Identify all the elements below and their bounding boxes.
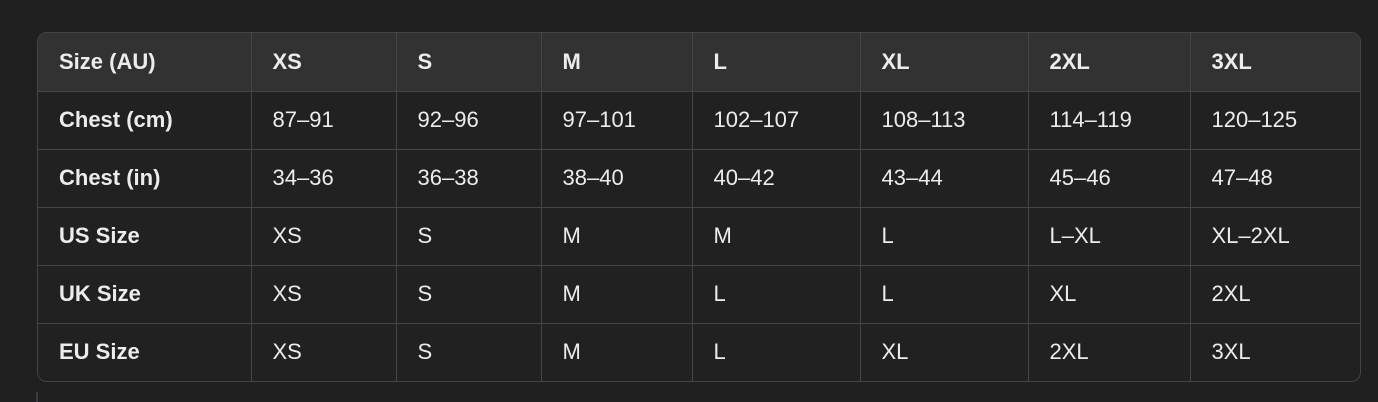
row-header: UK Size [38,265,252,324]
table-cell: XS [251,323,397,381]
column-header: L [692,33,861,92]
column-header: M [541,33,693,92]
row-header: Chest (cm) [38,91,252,150]
table-cell: L–XL [1028,207,1191,266]
row-header: US Size [38,207,252,266]
table-cell: 36–38 [396,149,542,208]
table-header-row: Size (AU) XS S M L XL 2XL 3XL [38,33,1360,92]
size-chart-table-container: Size (AU) XS S M L XL 2XL 3XL Chest (cm) 87–91 92… [37,32,1361,382]
table-cell: 97–101 [541,91,693,150]
table-cell: 87–91 [251,91,397,150]
table-cell: 2XL [1190,265,1360,324]
column-header: 3XL [1190,33,1360,92]
table-cell: XL–2XL [1190,207,1360,266]
table-cell: 120–125 [1190,91,1360,150]
row-header: Chest (in) [38,149,252,208]
size-chart-table: Size (AU) XS S M L XL 2XL 3XL Chest (cm) 87–91 92… [38,33,1360,381]
table-row: UK Size XS S M L L XL 2XL [38,265,1360,324]
table-cell: 40–42 [692,149,861,208]
table-cell: 47–48 [1190,149,1360,208]
table-cell: XL [860,323,1029,381]
table-cell: M [541,323,693,381]
table-row: US Size XS S M M L L–XL XL–2XL [38,207,1360,266]
table-row: Chest (cm) 87–91 92–96 97–101 102–107 108–113… [38,91,1360,150]
table-cell: L [692,323,861,381]
table-cell: M [541,207,693,266]
table-cell: 45–46 [1028,149,1191,208]
table-cell: XS [251,265,397,324]
table-cell: S [396,265,542,324]
table-cell: 38–40 [541,149,693,208]
table-row: Chest (in) 34–36 36–38 38–40 40–42 43–44 45–46… [38,149,1360,208]
table-cell: 108–113 [860,91,1029,150]
column-header: XS [251,33,397,92]
table-cell: 43–44 [860,149,1029,208]
table-cell: 34–36 [251,149,397,208]
column-header: XL [860,33,1029,92]
column-header: S [396,33,542,92]
table-cell: XS [251,207,397,266]
table-cell: 102–107 [692,91,861,150]
table-cell: L [692,265,861,324]
text-cursor [36,392,38,402]
column-header: 2XL [1028,33,1191,92]
table-cell: 92–96 [396,91,542,150]
table-cell: M [692,207,861,266]
table-cell: S [396,323,542,381]
table-cell: L [860,265,1029,324]
column-header: Size (AU) [38,33,252,92]
table-cell: M [541,265,693,324]
table-cell: S [396,207,542,266]
table-cell: XL [1028,265,1191,324]
table-cell: L [860,207,1029,266]
row-header: EU Size [38,323,252,381]
table-cell: 2XL [1028,323,1191,381]
table-row: EU Size XS S M L XL 2XL 3XL [38,323,1360,381]
table-cell: 114–119 [1028,91,1191,150]
table-cell: 3XL [1190,323,1360,381]
